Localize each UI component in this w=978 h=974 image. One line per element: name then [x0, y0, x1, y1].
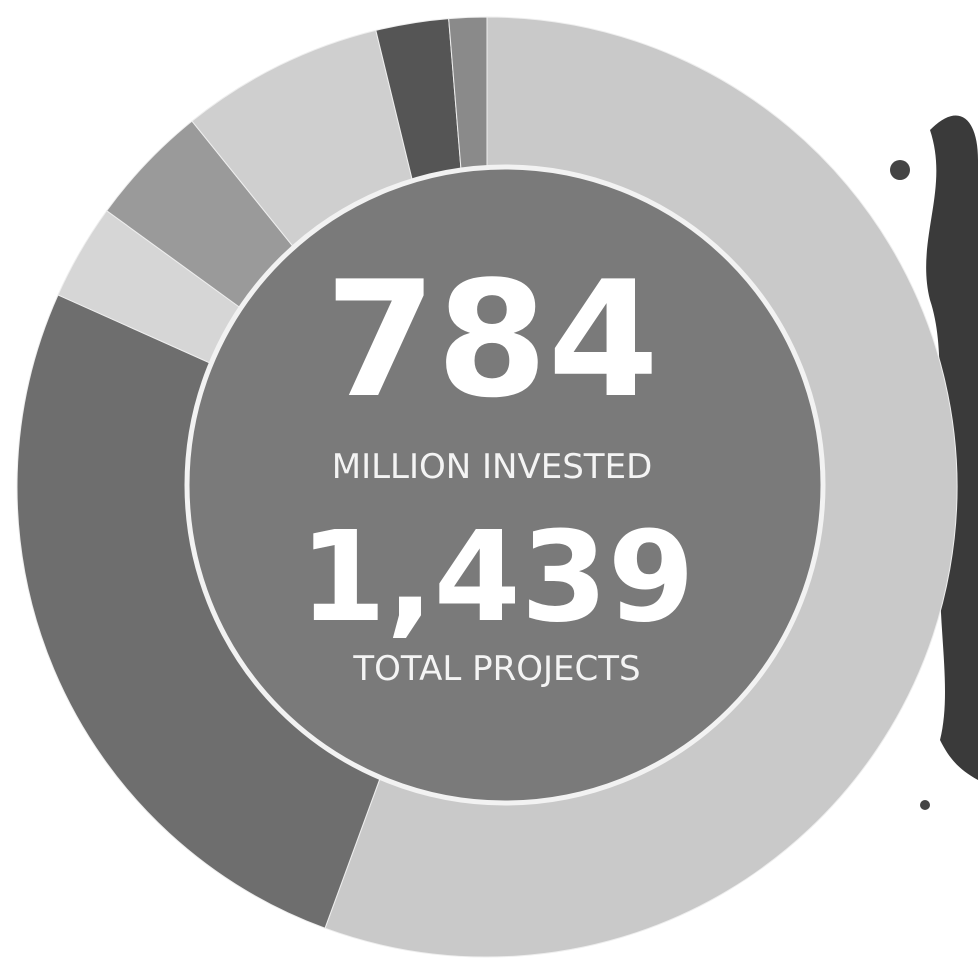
- ink-drop: [890, 160, 910, 180]
- investment-caption: MILLION INVESTED: [332, 447, 653, 487]
- projects-number: 1,439: [299, 505, 694, 650]
- investment-number: 784: [325, 246, 659, 433]
- projects-caption: TOTAL PROJECTS: [352, 649, 640, 689]
- ink-drop: [920, 800, 930, 810]
- page: 784 MILLION INVESTED 1,439 TOTAL PROJECT…: [0, 0, 978, 974]
- donut-chart: 784 MILLION INVESTED 1,439 TOTAL PROJECT…: [0, 0, 978, 974]
